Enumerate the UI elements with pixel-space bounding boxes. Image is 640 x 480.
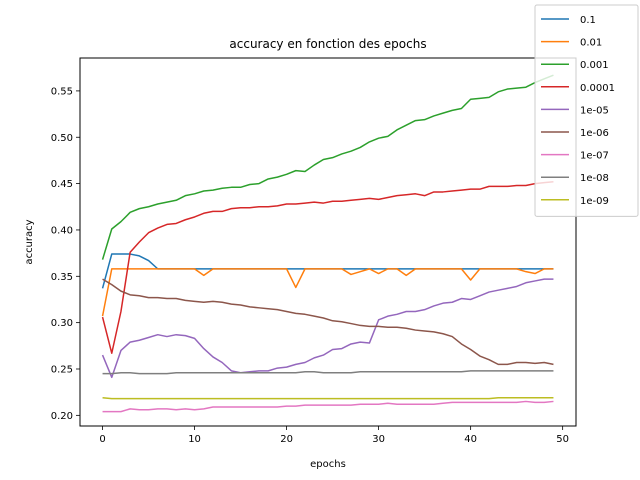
series-line-8 [102,396,554,400]
legend-label: 0.01 [580,38,602,49]
legend-label: 1e-05 [580,105,609,116]
y-tick-label: 0.35 [51,272,73,283]
y-tick-label: 0.20 [51,411,73,422]
legend-label: 1e-09 [580,196,609,207]
legend-box [534,4,639,217]
y-tick-label: 0.55 [51,86,73,97]
series-line-6 [102,400,554,413]
x-tick-label: 40 [464,434,477,445]
y-axis-label: accuracy [24,219,35,264]
y-tick-label: 0.40 [51,225,73,236]
legend-label: 1e-06 [580,128,609,139]
x-tick-label: 0 [99,434,105,445]
plot-frame [79,57,577,427]
series-line-7 [102,370,554,375]
x-axis: 0 10 20 30 40 50 [99,426,569,445]
x-tick-label: 10 [188,434,201,445]
series-line-2 [101,74,554,260]
x-tick-label: 20 [280,434,293,445]
chart-title: accuracy en fonction des epochs [229,37,426,51]
y-tick-label: 0.25 [51,364,73,375]
series-line-3 [101,181,554,354]
y-tick-label: 0.30 [51,318,73,329]
x-tick-label: 30 [372,434,385,445]
series-line-5 [102,278,554,366]
series-layer [101,74,554,413]
y-tick-label: 0.50 [51,133,73,144]
legend-label: 1e-08 [580,173,609,184]
legend-label: 0.0001 [580,83,615,94]
x-axis-label: epochs [310,459,346,470]
series-line-1 [101,268,554,317]
y-axis: 0.20 0.25 0.30 0.35 0.40 0.45 0.50 0.55 [51,86,80,422]
legend-label: 0.001 [580,60,609,71]
y-tick-label: 0.45 [51,179,73,190]
legend: 0.1 0.01 0.001 0.0001 1e-05 1e-06 1e-07 1e-08 1e… [534,4,639,217]
x-tick-label: 50 [556,434,569,445]
series-line-4 [101,278,554,379]
legend-label: 0.1 [580,15,596,26]
legend-label: 1e-07 [580,151,609,162]
